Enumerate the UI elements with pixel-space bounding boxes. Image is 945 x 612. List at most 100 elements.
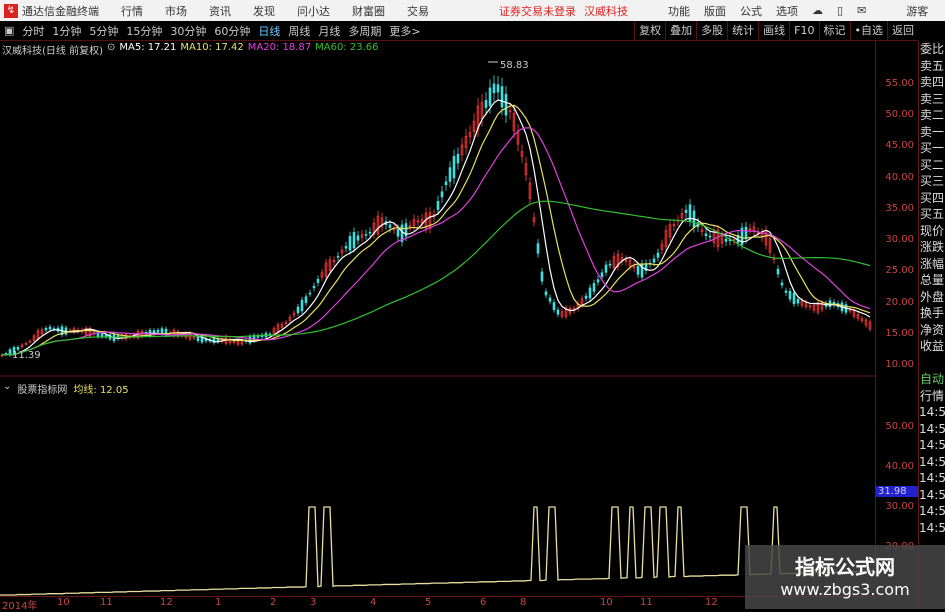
- sidebar-item[interactable]: 总量: [919, 273, 944, 287]
- sidebar-item[interactable]: 自动: [919, 372, 944, 386]
- candle: [484, 99, 488, 108]
- candle: [724, 238, 728, 242]
- menu-function[interactable]: 功能: [668, 4, 690, 18]
- tool-overlay[interactable]: 叠加: [665, 21, 696, 41]
- candle: [464, 135, 468, 148]
- menu-formula[interactable]: 公式: [740, 4, 762, 18]
- tool-draw[interactable]: 画线: [758, 21, 789, 41]
- period-5min[interactable]: 5分钟: [89, 24, 119, 38]
- sidebar-item[interactable]: 14:50: [919, 487, 945, 502]
- candle: [156, 329, 160, 333]
- menu-options[interactable]: 选项: [776, 4, 798, 18]
- watermark: 指标公式网 www.zbgs3.com: [745, 545, 945, 609]
- sidebar-item[interactable]: 外盘: [919, 289, 944, 304]
- sidebar-item[interactable]: 14:50: [919, 471, 945, 485]
- sidebar-item[interactable]: 卖四: [919, 75, 944, 89]
- candle: [508, 110, 512, 113]
- menu-ask[interactable]: 问小达: [297, 4, 330, 18]
- sidebar-item[interactable]: 14:50: [919, 504, 945, 518]
- menu-wealth[interactable]: 财富圈: [352, 4, 385, 18]
- sidebar-item[interactable]: 14:50: [919, 454, 945, 469]
- user-label[interactable]: 游客: [906, 4, 929, 18]
- indicator-name[interactable]: 股票指标网: [17, 385, 68, 396]
- cloud-icon[interactable]: ☁: [812, 4, 823, 17]
- ma5-label: MA5: 17.21: [119, 42, 177, 53]
- sidebar-item[interactable]: 买一: [919, 141, 944, 155]
- tool-f10[interactable]: F10: [789, 21, 818, 41]
- period-tick[interactable]: 分时: [22, 24, 45, 38]
- price-chart[interactable]: 58.83 11.39: [0, 0, 875, 596]
- candle: [536, 243, 540, 254]
- candle: [588, 287, 592, 299]
- sidebar-item[interactable]: 收益: [919, 339, 944, 353]
- menu-market[interactable]: 市场: [165, 4, 187, 18]
- login-warning[interactable]: 证券交易未登录: [499, 4, 576, 18]
- menu-discover[interactable]: 发现: [253, 4, 275, 18]
- toggle-icon[interactable]: ▣: [4, 24, 15, 37]
- indicator-header: ⌄ 股票指标网 均线: 12.05: [3, 381, 129, 396]
- price-tick: 50.00: [885, 109, 914, 121]
- message-icon[interactable]: ✉: [857, 4, 867, 17]
- candle: [860, 318, 864, 321]
- candle: [720, 235, 724, 244]
- tool-back[interactable]: 返回: [887, 21, 918, 41]
- collapse-icon[interactable]: ⌄: [3, 381, 12, 392]
- sidebar-item[interactable]: 14:50: [919, 405, 945, 419]
- sidebar-item[interactable]: 行情: [919, 388, 944, 403]
- period-multi[interactable]: 多周期: [348, 24, 382, 38]
- menu-quotes[interactable]: 行情: [121, 4, 143, 18]
- sidebar-item[interactable]: 卖一: [919, 124, 944, 139]
- sidebar-item[interactable]: 涨幅: [919, 256, 944, 271]
- period-1min[interactable]: 1分钟: [52, 24, 82, 38]
- sidebar-item[interactable]: 换手: [919, 306, 944, 320]
- period-15min[interactable]: 15分钟: [126, 24, 163, 38]
- candle: [580, 298, 584, 305]
- sidebar-item[interactable]: 14:50: [919, 520, 945, 535]
- period-weekly[interactable]: 周线: [288, 24, 311, 38]
- tool-multi[interactable]: 多股: [696, 21, 727, 41]
- sidebar-item[interactable]: 现价: [919, 223, 944, 238]
- tool-adjust[interactable]: 复权: [634, 21, 665, 41]
- candle: [284, 322, 288, 324]
- candle: [288, 316, 292, 321]
- menu-news[interactable]: 资讯: [209, 4, 231, 18]
- candle: [420, 218, 424, 224]
- sidebar-item[interactable]: 涨跌: [919, 240, 944, 254]
- sidebar-item[interactable]: 14:50: [919, 421, 945, 436]
- period-more[interactable]: 更多>: [389, 24, 421, 38]
- menu-layout[interactable]: 版面: [704, 4, 726, 18]
- sidebar-item[interactable]: 买五: [919, 207, 944, 221]
- app-title: 通达信金融终端: [22, 4, 99, 18]
- ma60-label: MA60: 23.66: [315, 42, 379, 53]
- menu-trade[interactable]: 交易: [407, 4, 429, 18]
- tool-mark[interactable]: 标记: [818, 21, 850, 41]
- candle: [776, 268, 780, 275]
- candle: [468, 132, 472, 137]
- sidebar-item[interactable]: 卖三: [919, 91, 944, 106]
- sidebar-item[interactable]: 14:50: [919, 438, 945, 452]
- period-monthly[interactable]: 月线: [318, 24, 341, 38]
- candle: [312, 285, 316, 289]
- sidebar-item[interactable]: 买三: [919, 174, 944, 188]
- high-label: 58.83: [500, 60, 529, 71]
- sidebar-item[interactable]: 买四: [919, 190, 944, 205]
- phone-icon[interactable]: ▯: [837, 4, 844, 17]
- sidebar-item[interactable]: 委比: [919, 42, 944, 56]
- sidebar-item[interactable]: 净资: [919, 322, 944, 337]
- period-60min[interactable]: 60分钟: [214, 24, 251, 38]
- candle: [804, 302, 808, 307]
- candle: [704, 233, 708, 237]
- time-tick: 2: [270, 597, 277, 608]
- tool-stats[interactable]: 统计: [727, 21, 758, 41]
- sidebar-item[interactable]: 买二: [919, 157, 944, 172]
- sidebar-item[interactable]: 卖五: [919, 58, 944, 73]
- candle: [524, 163, 528, 176]
- period-30min[interactable]: 30分钟: [170, 24, 207, 38]
- candle: [44, 328, 48, 331]
- settings-icon[interactable]: ⊙: [106, 42, 116, 53]
- tool-watchlist[interactable]: •自选: [849, 21, 888, 41]
- sidebar-item[interactable]: 卖二: [919, 108, 944, 122]
- sidebar-item[interactable]: [919, 355, 945, 372]
- candle: [304, 296, 308, 304]
- period-daily[interactable]: 日线: [258, 24, 281, 38]
